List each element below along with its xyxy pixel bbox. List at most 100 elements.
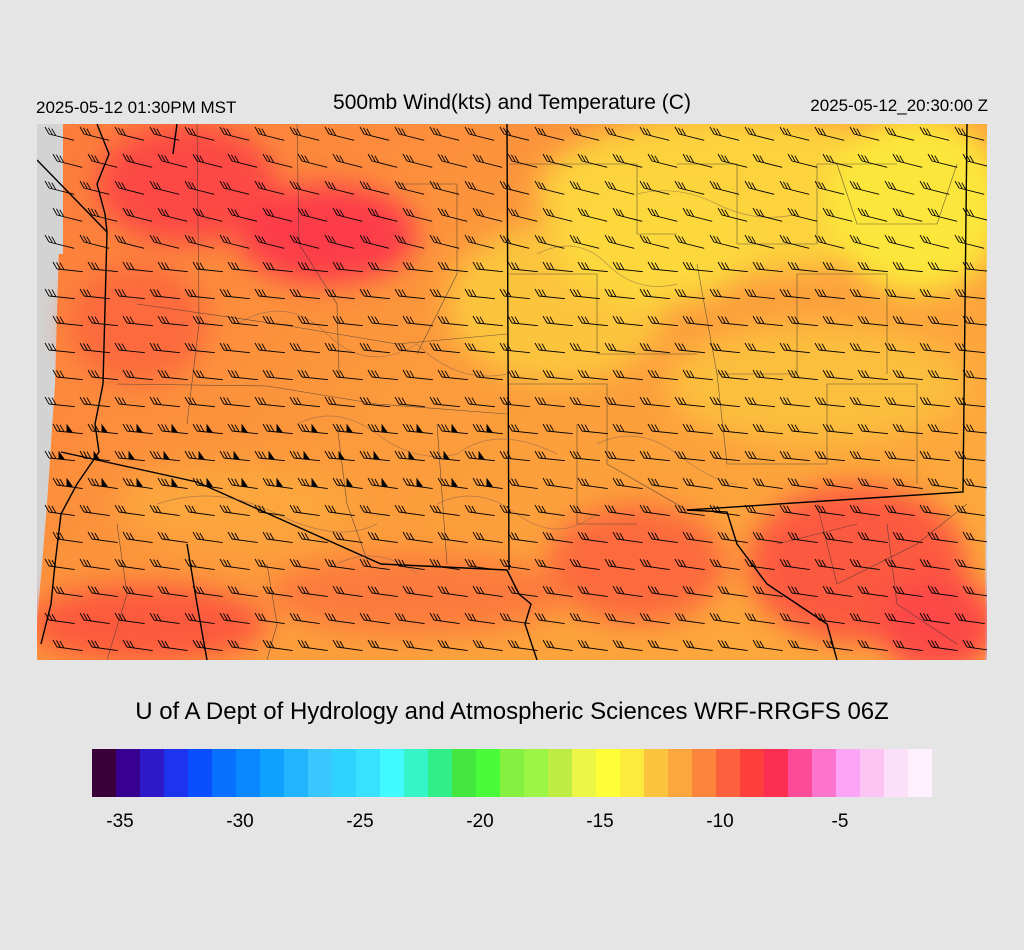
wind-barb <box>779 180 810 195</box>
wind-barb <box>227 207 258 222</box>
wind-barb <box>149 504 180 517</box>
wind-barb <box>849 180 880 195</box>
wind-pennant <box>206 423 213 433</box>
wind-pennant <box>241 423 248 433</box>
wind-barb <box>717 423 748 435</box>
wind-barb <box>604 180 635 195</box>
wind-barb <box>892 261 923 273</box>
wind-barb <box>814 126 845 141</box>
wind-barb <box>822 153 853 168</box>
wind-barb <box>79 396 110 408</box>
wind-barb <box>184 288 215 300</box>
wind-barb <box>464 396 495 408</box>
wind-barb <box>717 477 748 490</box>
wind-barb <box>717 369 748 381</box>
wind-barb <box>297 207 328 222</box>
wind-pennant <box>381 477 388 487</box>
wind-barb <box>534 504 565 517</box>
wind-barb <box>394 396 425 408</box>
wind-pennant <box>233 450 240 460</box>
wind-barb <box>157 261 188 273</box>
wind-barb <box>87 531 118 544</box>
wind-pennant <box>198 450 205 460</box>
wind-barb <box>639 612 670 625</box>
colorbar-swatch <box>212 749 236 797</box>
colorbar-swatch <box>764 749 788 797</box>
wind-pennant <box>66 423 73 433</box>
wind-barb <box>332 261 363 273</box>
wind-barb <box>612 477 643 490</box>
wind-barb <box>814 342 845 354</box>
colorbar-swatch <box>572 749 596 797</box>
wind-barb <box>612 315 643 327</box>
wind-barb <box>674 234 705 249</box>
wind-barb <box>227 369 258 381</box>
wind-barb <box>779 126 810 141</box>
wind-barb <box>849 288 880 300</box>
wind-barb <box>157 369 188 381</box>
wind-barb <box>744 504 775 517</box>
wind-barb <box>324 612 355 625</box>
wind-barb <box>919 612 950 625</box>
wind-barb <box>744 234 775 249</box>
wind-barb <box>472 261 503 273</box>
wind-barb <box>507 261 538 273</box>
wind-barb <box>822 315 853 327</box>
wind-barb <box>857 369 888 381</box>
wind-barb <box>857 315 888 327</box>
colorbar-swatch <box>236 749 260 797</box>
wind-barb <box>367 639 398 652</box>
wind-barb <box>437 585 468 598</box>
wind-barb <box>542 639 573 652</box>
wind-barb <box>52 477 83 490</box>
wind-barb <box>149 612 180 625</box>
wind-barb <box>332 585 363 598</box>
wind-barb <box>612 207 643 222</box>
wind-barb <box>674 504 705 517</box>
wind-barb <box>437 639 468 652</box>
wind-barb <box>402 315 433 327</box>
valid-time-utc: 2025-05-12_20:30:00 Z <box>810 96 988 115</box>
wind-barb <box>752 423 783 435</box>
wind-barb <box>394 612 425 625</box>
wind-barb <box>709 504 740 517</box>
wind-barb <box>822 369 853 381</box>
wind-barb <box>577 315 608 327</box>
wind-barb <box>744 612 775 625</box>
wind-barb <box>577 639 608 652</box>
wind-barb <box>79 558 110 571</box>
wind-barb <box>122 207 153 222</box>
wind-barb <box>577 531 608 544</box>
wind-barb <box>122 153 153 168</box>
colorbar-swatch <box>188 749 212 797</box>
wind-pennant <box>486 423 493 433</box>
colorbar-tick-label: -35 <box>106 811 134 832</box>
wind-barb <box>44 180 75 195</box>
wind-barb <box>472 369 503 381</box>
wind-barb <box>884 342 915 354</box>
wind-barb <box>499 234 530 249</box>
wind-barb <box>219 396 250 408</box>
wind-pennant <box>408 450 415 460</box>
wind-barb <box>52 369 83 381</box>
wind-pennant <box>276 423 283 433</box>
wind-barb <box>499 450 530 462</box>
wind-barb <box>507 369 538 381</box>
wind-barb <box>227 261 258 273</box>
wind-barb <box>534 558 565 571</box>
wind-barb <box>402 531 433 544</box>
wind-barb <box>324 558 355 571</box>
wind-barb <box>927 423 958 435</box>
wind-pennant <box>136 423 143 433</box>
wind-barb <box>114 504 145 517</box>
wind-barb <box>639 396 670 408</box>
wind-barb <box>44 558 75 571</box>
wind-barb <box>542 207 573 222</box>
colorbar-swatch <box>260 749 284 797</box>
wind-barb <box>219 126 250 141</box>
wind-barb <box>192 639 223 652</box>
wind-barb <box>814 288 845 300</box>
wind-barb <box>114 234 145 249</box>
wind-barb <box>157 315 188 327</box>
wind-barb <box>814 612 845 625</box>
